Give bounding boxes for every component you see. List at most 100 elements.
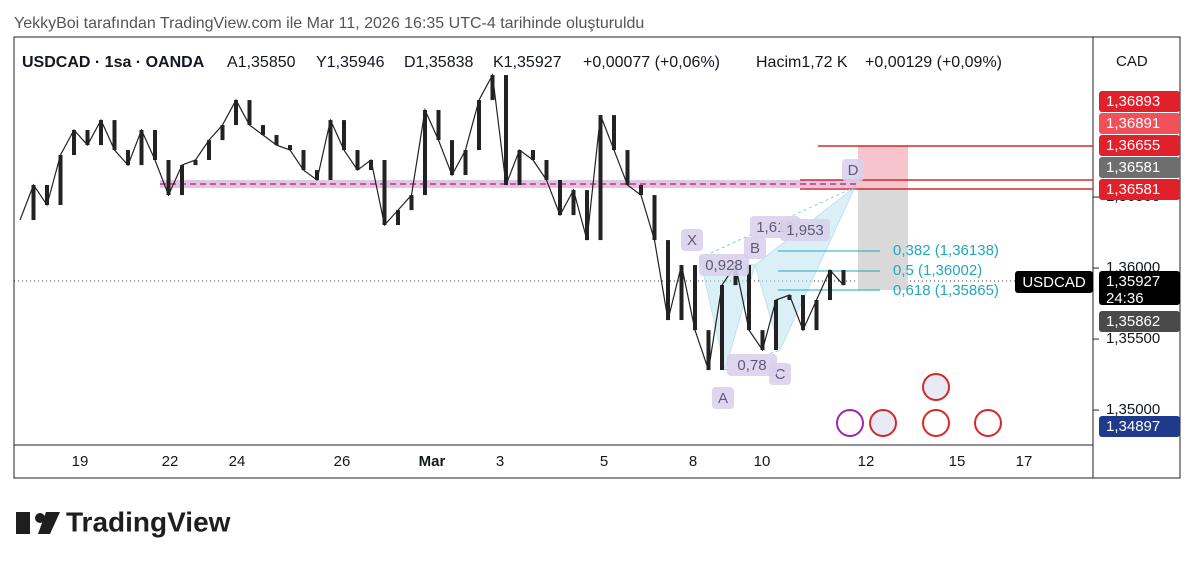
- candle-body: [450, 140, 454, 176]
- price-line: [19, 73, 844, 371]
- pattern-label-bg: [780, 219, 830, 241]
- event-icon: [922, 409, 950, 437]
- candle-body: [517, 150, 522, 185]
- candle-body: [153, 130, 157, 160]
- candle-body: [112, 120, 117, 151]
- candle-body: [774, 300, 778, 350]
- x-tick-label: 26: [334, 453, 351, 470]
- candle-body: [571, 190, 576, 216]
- logo-mark: [35, 513, 45, 523]
- candle-body: [409, 195, 414, 211]
- x-tick-label: 15: [949, 453, 966, 470]
- chart-frame: [13, 36, 1181, 479]
- candle-body: [531, 150, 535, 160]
- event-icon: [922, 373, 950, 401]
- candle-body: [639, 184, 643, 196]
- brand: TradingView: [66, 506, 231, 537]
- legend-item: +0,00129 (+0,09%): [865, 54, 1002, 71]
- legend-item: +0,00077 (+0,06%): [583, 54, 720, 71]
- currency: CAD: [1116, 53, 1148, 70]
- legend-item: K1,35927: [493, 54, 562, 71]
- pattern-label-bg: [699, 254, 749, 276]
- x-tick-label: 17: [1016, 453, 1033, 470]
- candle-body: [693, 265, 697, 331]
- candle-body: [801, 295, 805, 331]
- candle-body: [301, 150, 306, 171]
- price-tag-bg: [1099, 91, 1180, 112]
- pattern-label-bg: [842, 159, 864, 181]
- candle-body: [139, 130, 144, 166]
- price-tag-bg: [1099, 416, 1180, 437]
- candle-body: [423, 109, 427, 196]
- countdown: 24:36: [1106, 290, 1144, 307]
- candle-body: [544, 159, 549, 181]
- candle-body: [261, 125, 265, 135]
- candle-body: [477, 100, 481, 151]
- candle-body: [598, 115, 603, 241]
- candle-body: [612, 115, 616, 151]
- price-tag-bg: [1099, 179, 1180, 200]
- logo-mark: [16, 512, 30, 534]
- price-tag-bg: [1099, 135, 1180, 156]
- price-tag-bg: [1099, 271, 1180, 305]
- pattern-label: 1,953: [786, 222, 824, 239]
- candle-body: [490, 75, 495, 101]
- candle-body: [504, 75, 508, 185]
- candle-body: [58, 155, 63, 205]
- candle-body: [342, 120, 346, 151]
- candle-body: [666, 240, 670, 321]
- candle-body: [625, 150, 630, 185]
- price-tag: 1,36581: [1106, 159, 1160, 176]
- x-tick-label: 19: [72, 453, 89, 470]
- price-tag: 1,36893: [1106, 93, 1160, 110]
- candle-body: [45, 184, 49, 205]
- pattern-label: 0,928: [705, 257, 743, 274]
- candle-body: [166, 159, 171, 196]
- price-tag: 1,36581: [1106, 181, 1160, 198]
- candle-body: [463, 150, 468, 176]
- pattern-label: C: [775, 366, 786, 383]
- pattern-label: 0,78: [737, 357, 766, 374]
- x-tick-label: 24: [229, 453, 246, 470]
- event-icon: [869, 409, 897, 437]
- candle-body: [558, 180, 562, 216]
- candle-body: [396, 210, 400, 226]
- fib-label: 0,618 (1,35865): [893, 282, 999, 299]
- price-tag: 1,36655: [1106, 137, 1160, 154]
- candle-body: [247, 100, 252, 126]
- legend-item: USDCAD · 1sa · OANDA: [22, 54, 205, 71]
- candle-body: [72, 130, 76, 156]
- candle-body: [706, 330, 711, 371]
- event-icons: [836, 373, 1002, 437]
- candle-body: [814, 300, 819, 331]
- target-zone: [858, 188, 908, 290]
- pattern-label-bg: [727, 354, 777, 376]
- pattern-label: X: [687, 232, 697, 249]
- candle-body: [274, 134, 279, 146]
- candle-body: [31, 184, 36, 221]
- candle-body: [436, 109, 441, 141]
- candle-body: [126, 150, 130, 166]
- y-tick-label: 1,35000: [1106, 401, 1160, 418]
- pattern-label: D: [848, 162, 859, 179]
- event-icon: [974, 409, 1002, 437]
- candle-body: [679, 265, 684, 321]
- fib-label: 0,382 (1,36138): [893, 242, 999, 259]
- candle-body: [841, 270, 846, 286]
- candle-body: [234, 100, 238, 126]
- candle-body: [720, 285, 724, 371]
- candle-body: [382, 159, 387, 226]
- legend-item: Hacim1,72 K: [756, 54, 848, 71]
- x-tick-label: Mar: [419, 453, 446, 470]
- candle-body: [355, 150, 360, 171]
- candle-body: [207, 140, 211, 160]
- footer: TradingView: [16, 506, 231, 537]
- pattern-label-bg: [681, 229, 703, 251]
- price-tag: 1,35862: [1106, 313, 1160, 330]
- x-tick-label: 5: [600, 453, 608, 470]
- price-tag-bg: [1099, 113, 1180, 134]
- candle-body: [288, 145, 292, 151]
